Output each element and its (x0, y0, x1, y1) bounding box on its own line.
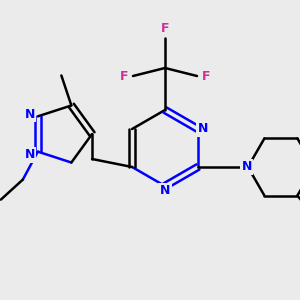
Text: N: N (25, 108, 35, 121)
Text: F: F (202, 70, 210, 83)
Text: F: F (161, 22, 169, 35)
Text: N: N (160, 184, 170, 197)
Text: N: N (198, 122, 208, 136)
Text: F: F (120, 70, 128, 83)
Text: N: N (242, 160, 252, 173)
Text: N: N (25, 148, 35, 161)
